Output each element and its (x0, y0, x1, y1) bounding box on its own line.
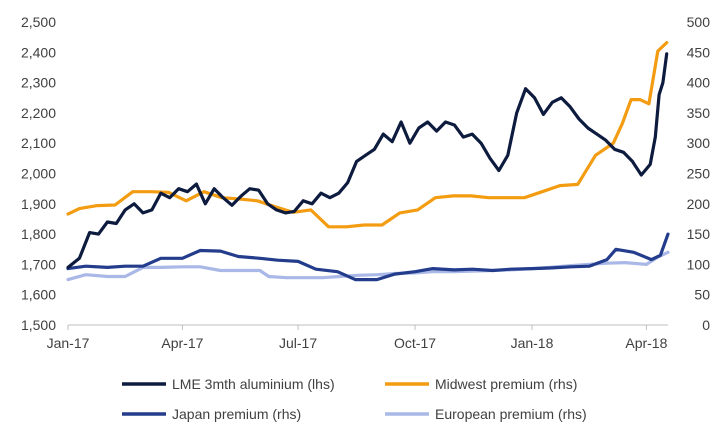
right-y-tick-label: 350 (687, 105, 711, 121)
left-y-tick-label: 1,800 (21, 226, 56, 242)
right-y-tick-label: 500 (687, 14, 711, 30)
x-tick-label: Jan-18 (511, 335, 554, 351)
right-y-tick-label: 450 (687, 44, 711, 60)
chart-series (66, 40, 670, 282)
x-tick-label: Jul-17 (279, 335, 317, 351)
left-y-tick-label: 2,400 (21, 44, 56, 60)
left-y-tick-label: 1,700 (21, 256, 56, 272)
legend-label: Japan premium (rhs) (172, 406, 301, 422)
left-y-tick-label: 2,100 (21, 135, 56, 151)
left-y-tick-label: 2,300 (21, 75, 56, 91)
x-tick-label: Apr-17 (161, 335, 203, 351)
right-y-tick-label: 300 (687, 135, 711, 151)
right-y-tick-label: 0 (702, 317, 710, 333)
legend-label: LME 3mth aluminium (lhs) (172, 376, 335, 392)
right-y-tick-label: 200 (687, 196, 711, 212)
right-y-tick-label: 400 (687, 75, 711, 91)
left-y-tick-label: 1,600 (21, 287, 56, 303)
legend-label: European premium (rhs) (435, 406, 587, 422)
series-line-lme-3mth-aluminium (66, 52, 669, 269)
legend-label: Midwest premium (rhs) (435, 376, 577, 392)
series-line-japan-premium (66, 232, 670, 282)
x-tick-label: Oct-17 (394, 335, 436, 351)
left-y-tick-label: 2,200 (21, 105, 56, 121)
right-y-tick-label: 100 (687, 256, 711, 272)
left-y-tick-label: 1,900 (21, 196, 56, 212)
x-tick-label: Apr-18 (625, 335, 667, 351)
right-y-tick-label: 50 (694, 287, 710, 303)
left-y-tick-label: 1,500 (21, 317, 56, 333)
left-y-tick-label: 2,500 (21, 14, 56, 30)
chart-axes: Jan-17 Apr-17 Jul-17 Oct-17 Jan-18 Apr-18 1,50… (21, 14, 710, 351)
left-y-tick-label: 2,000 (21, 166, 56, 182)
right-y-tick-label: 150 (687, 226, 711, 242)
chart-legend: LME 3mth aluminium (lhs) Midwest premium … (122, 376, 587, 422)
right-y-tick-label: 250 (687, 166, 711, 182)
x-tick-label: Jan-17 (47, 335, 90, 351)
